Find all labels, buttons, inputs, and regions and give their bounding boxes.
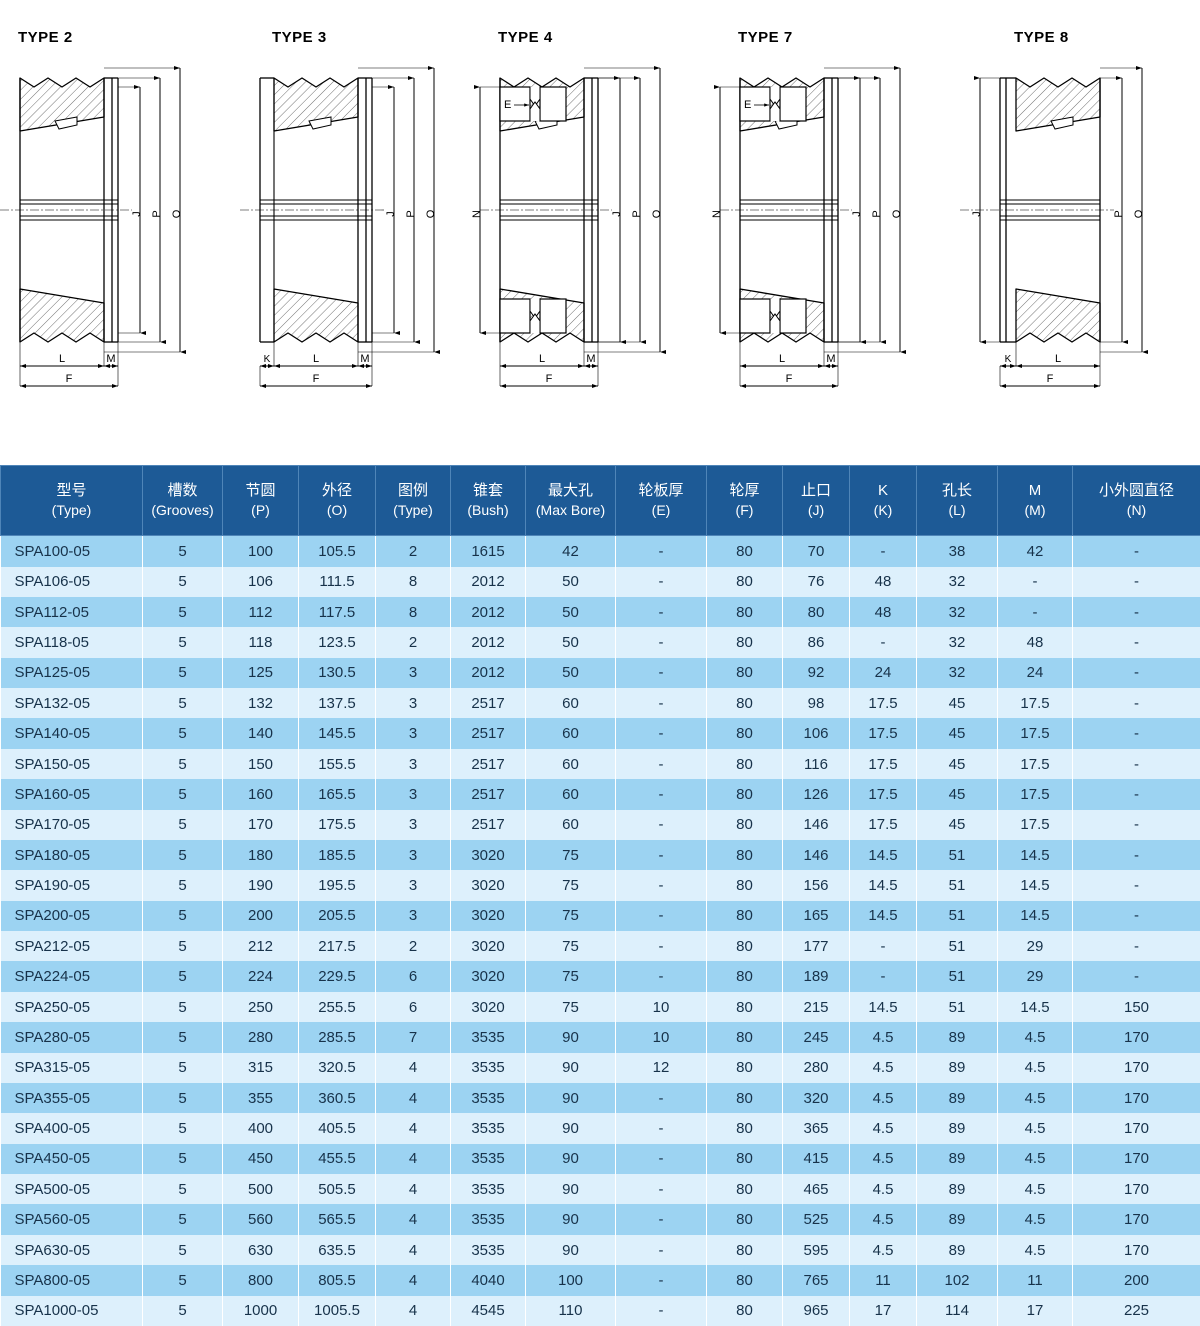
svg-text:F: F <box>546 373 553 385</box>
svg-text:N: N <box>711 210 723 218</box>
svg-text:K: K <box>1005 354 1012 365</box>
svg-text:J: J <box>385 211 397 217</box>
svg-text:E: E <box>504 99 511 111</box>
svg-text:J: J <box>611 211 623 217</box>
svg-text:P: P <box>871 210 883 217</box>
svg-text:TYPE 2: TYPE 2 <box>18 29 73 46</box>
svg-text:M: M <box>586 353 595 365</box>
svg-text:F: F <box>66 373 73 385</box>
svg-text:F: F <box>786 373 793 385</box>
svg-text:O: O <box>425 209 437 218</box>
svg-text:L: L <box>1055 353 1061 365</box>
svg-text:J: J <box>131 211 143 217</box>
svg-text:N: N <box>471 210 483 218</box>
svg-text:L: L <box>779 353 785 365</box>
svg-text:M: M <box>826 353 835 365</box>
svg-text:L: L <box>59 353 65 365</box>
svg-text:M: M <box>106 353 115 365</box>
svg-text:O: O <box>651 209 663 218</box>
svg-text:L: L <box>313 353 319 365</box>
svg-text:O: O <box>1133 209 1145 218</box>
svg-text:E: E <box>744 99 751 111</box>
svg-text:TYPE 7: TYPE 7 <box>738 29 793 46</box>
svg-text:M: M <box>360 353 369 365</box>
svg-text:O: O <box>171 209 183 218</box>
svg-text:P: P <box>1113 210 1125 217</box>
svg-text:TYPE 3: TYPE 3 <box>272 29 327 46</box>
svg-text:P: P <box>631 210 643 217</box>
svg-text:TYPE 8: TYPE 8 <box>1014 29 1069 46</box>
svg-text:P: P <box>405 210 417 217</box>
svg-text:L: L <box>539 353 545 365</box>
svg-text:P: P <box>151 210 163 217</box>
svg-text:J: J <box>851 211 863 217</box>
svg-text:F: F <box>313 373 320 385</box>
svg-text:TYPE 4: TYPE 4 <box>498 29 553 46</box>
svg-text:F: F <box>1047 373 1054 385</box>
svg-text:O: O <box>891 209 903 218</box>
svg-text:J: J <box>971 211 983 217</box>
svg-text:K: K <box>264 354 271 365</box>
